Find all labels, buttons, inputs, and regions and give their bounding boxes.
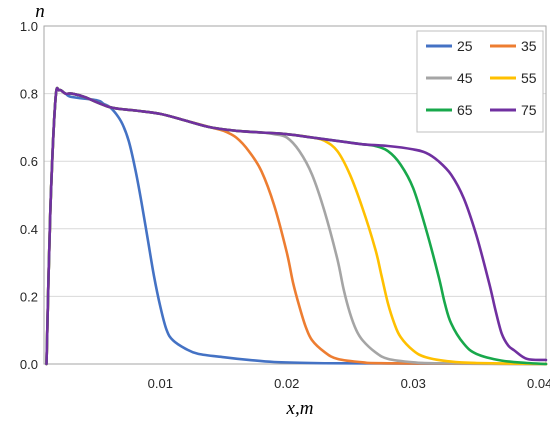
x-tick-label: 0.01 [148, 376, 173, 391]
y-tick-label: 0.0 [20, 357, 38, 372]
series-lines [45, 86, 548, 366]
y-axis-label: n [35, 1, 45, 22]
y-tick-label: 0.4 [20, 222, 38, 237]
legend-label-45: 45 [457, 70, 473, 86]
x-tick-label: 0.03 [401, 376, 426, 391]
x-axis-ticks: 0.01 0.02 0.03 0.04 [148, 376, 550, 391]
y-tick-label: 0.6 [20, 154, 38, 169]
y-tick-label: 0.8 [20, 87, 38, 102]
legend-box [416, 30, 544, 133]
x-tick-label: 0.04 [527, 376, 550, 391]
legend: 25 35 45 55 65 75 [416, 30, 544, 133]
legend-label-25: 25 [457, 38, 473, 54]
legend-label-55: 55 [521, 70, 537, 86]
legend-label-65: 65 [457, 102, 473, 118]
y-tick-label: 1.0 [20, 19, 38, 34]
plot-frame [43, 25, 547, 365]
series-line-75 [45, 86, 548, 366]
legend-label-35: 35 [521, 38, 537, 54]
legend-label-75: 75 [521, 102, 537, 118]
x-tick-label: 0.02 [274, 376, 299, 391]
y-tick-label: 0.2 [20, 289, 38, 304]
y-axis-ticks: 0.0 0.2 0.4 0.6 0.8 1.0 [20, 19, 38, 372]
x-axis-label: x,m [286, 398, 314, 419]
